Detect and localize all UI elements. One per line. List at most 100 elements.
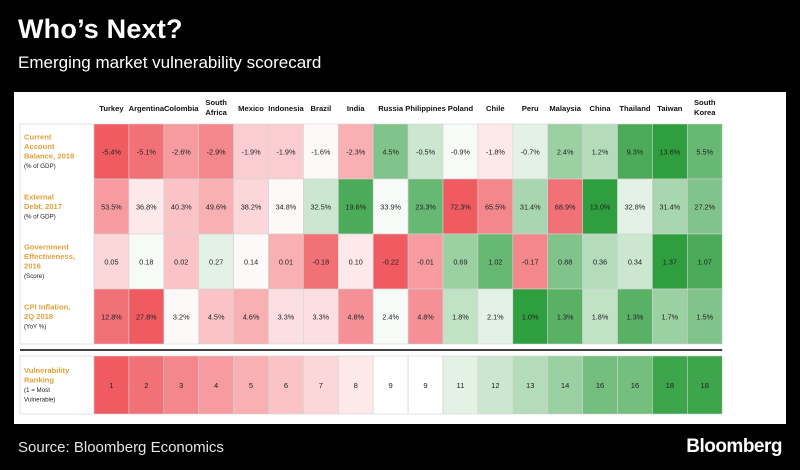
row-label: Government [24,243,69,252]
cell-value: -0.22 [382,258,399,267]
source-note: Source: Bloomberg Economics [18,439,224,456]
table-cell [268,288,304,345]
table-cell [233,233,269,290]
scorecard-panel: Turkey Argentina Colombia South Africa Mexico… [14,92,786,424]
ranking-cell [268,355,304,415]
cell-value: 31.4% [520,203,541,212]
page-subtitle: Emerging market vulnerability scorecard [18,53,322,72]
table-cell [128,288,165,345]
ranking-label: Vulnerability [24,366,70,375]
cell-value: 33.9% [380,203,401,212]
table-cell [163,233,200,290]
cell-value: -0.9% [451,148,471,157]
cell-value: -5.4% [102,148,122,157]
ranking-cell [582,355,618,415]
cell-value: 1.37 [663,258,677,267]
cell-value: -1.8% [486,148,506,157]
row-label: Effectiveness, [24,252,75,261]
cell-value: -1.6% [311,148,331,157]
cell-value: 1.3% [627,313,644,322]
cell-value: 0.69 [453,258,467,267]
column-header: Chile [486,104,505,113]
table-cell [617,123,653,180]
cell-value: -0.5% [416,148,436,157]
cell-value: 34.8% [276,203,297,212]
cell-value: 0.05 [104,258,118,267]
cell-value: 38.2% [241,203,262,212]
ranking-unit: Vulnerable) [24,397,55,404]
row-unit: (YoY %) [24,323,46,330]
column-header: India [347,104,365,113]
cell-value: 32.8% [625,203,646,212]
cell-value: 0.34 [628,258,642,267]
ranking-value: 3 [179,381,183,390]
cell-value: 2.4% [382,313,399,322]
ranking-value: 18 [701,381,709,390]
table-cell [477,288,514,345]
cell-value: 32.5% [310,203,331,212]
table-cell [93,233,130,290]
cell-value: 0.02 [174,258,188,267]
cell-value: 0.10 [349,258,363,267]
table-cell [686,288,723,345]
ranking-cell [512,355,548,415]
table-cell [512,123,548,180]
cell-value: 4.5% [382,148,399,157]
page-title: Who’s Next? [18,14,183,44]
table-cell [652,233,688,290]
table-cell [128,233,165,290]
cell-value: -1.9% [242,148,262,157]
table-cell [686,178,723,235]
cell-value: 0.36 [593,258,607,267]
table-cell [686,123,723,180]
ranking-cell [198,355,234,415]
cell-value: 13.6% [659,148,680,157]
table-cell [93,123,130,180]
ranking-label: Ranking [24,376,54,385]
ranking-value: 4 [214,381,218,390]
row-label: Balance, 2018 [24,152,74,161]
column-header: Turkey [99,104,124,113]
table-cell [477,178,514,235]
cell-value: 49.6% [206,203,227,212]
ranking-cell [128,355,165,415]
ranking-value: 14 [561,381,569,390]
ranking-cell [407,355,444,415]
table-cell [303,123,339,180]
column-header: Brazil [311,104,332,113]
table-cell [547,288,583,345]
cell-value: 1.0% [522,313,539,322]
cell-value: 13.0% [590,203,611,212]
ranking-value: 12 [491,381,499,390]
table-cell [128,123,165,180]
row-label: 2016 [24,262,41,271]
cell-value: 4.8% [347,313,364,322]
cell-value: 27.2% [694,203,715,212]
table-cell [163,123,200,180]
table-cell [93,178,130,235]
column-header: Malaysia [549,104,581,113]
cell-value: 40.3% [171,203,192,212]
row-label: External [24,192,54,201]
cell-value: -0.7% [521,148,541,157]
cell-value: 1.8% [452,313,469,322]
ranking-cell [547,355,583,415]
scorecard-table: Turkey Argentina Colombia South Africa Mexico… [19,98,723,415]
cell-value: 3.3% [313,313,330,322]
table-cell [268,178,304,235]
cell-value: 12.8% [101,313,122,322]
ranking-value: 7 [319,381,323,390]
cell-value: 1.02 [488,258,502,267]
table-cell [337,178,374,235]
ranking-unit: (1 = Most [24,387,50,394]
table-cell [233,123,269,180]
cell-value: -0.01 [417,258,434,267]
cell-value: 0.18 [139,258,153,267]
cell-value: 0.01 [279,258,293,267]
row-unit: (% of GDP) [24,213,56,220]
ranking-value: 5 [249,381,253,390]
cell-value: 36.8% [136,203,157,212]
cell-value: -2.9% [207,148,227,157]
cell-value: 4.8% [417,313,434,322]
column-header: Poland [448,104,474,113]
